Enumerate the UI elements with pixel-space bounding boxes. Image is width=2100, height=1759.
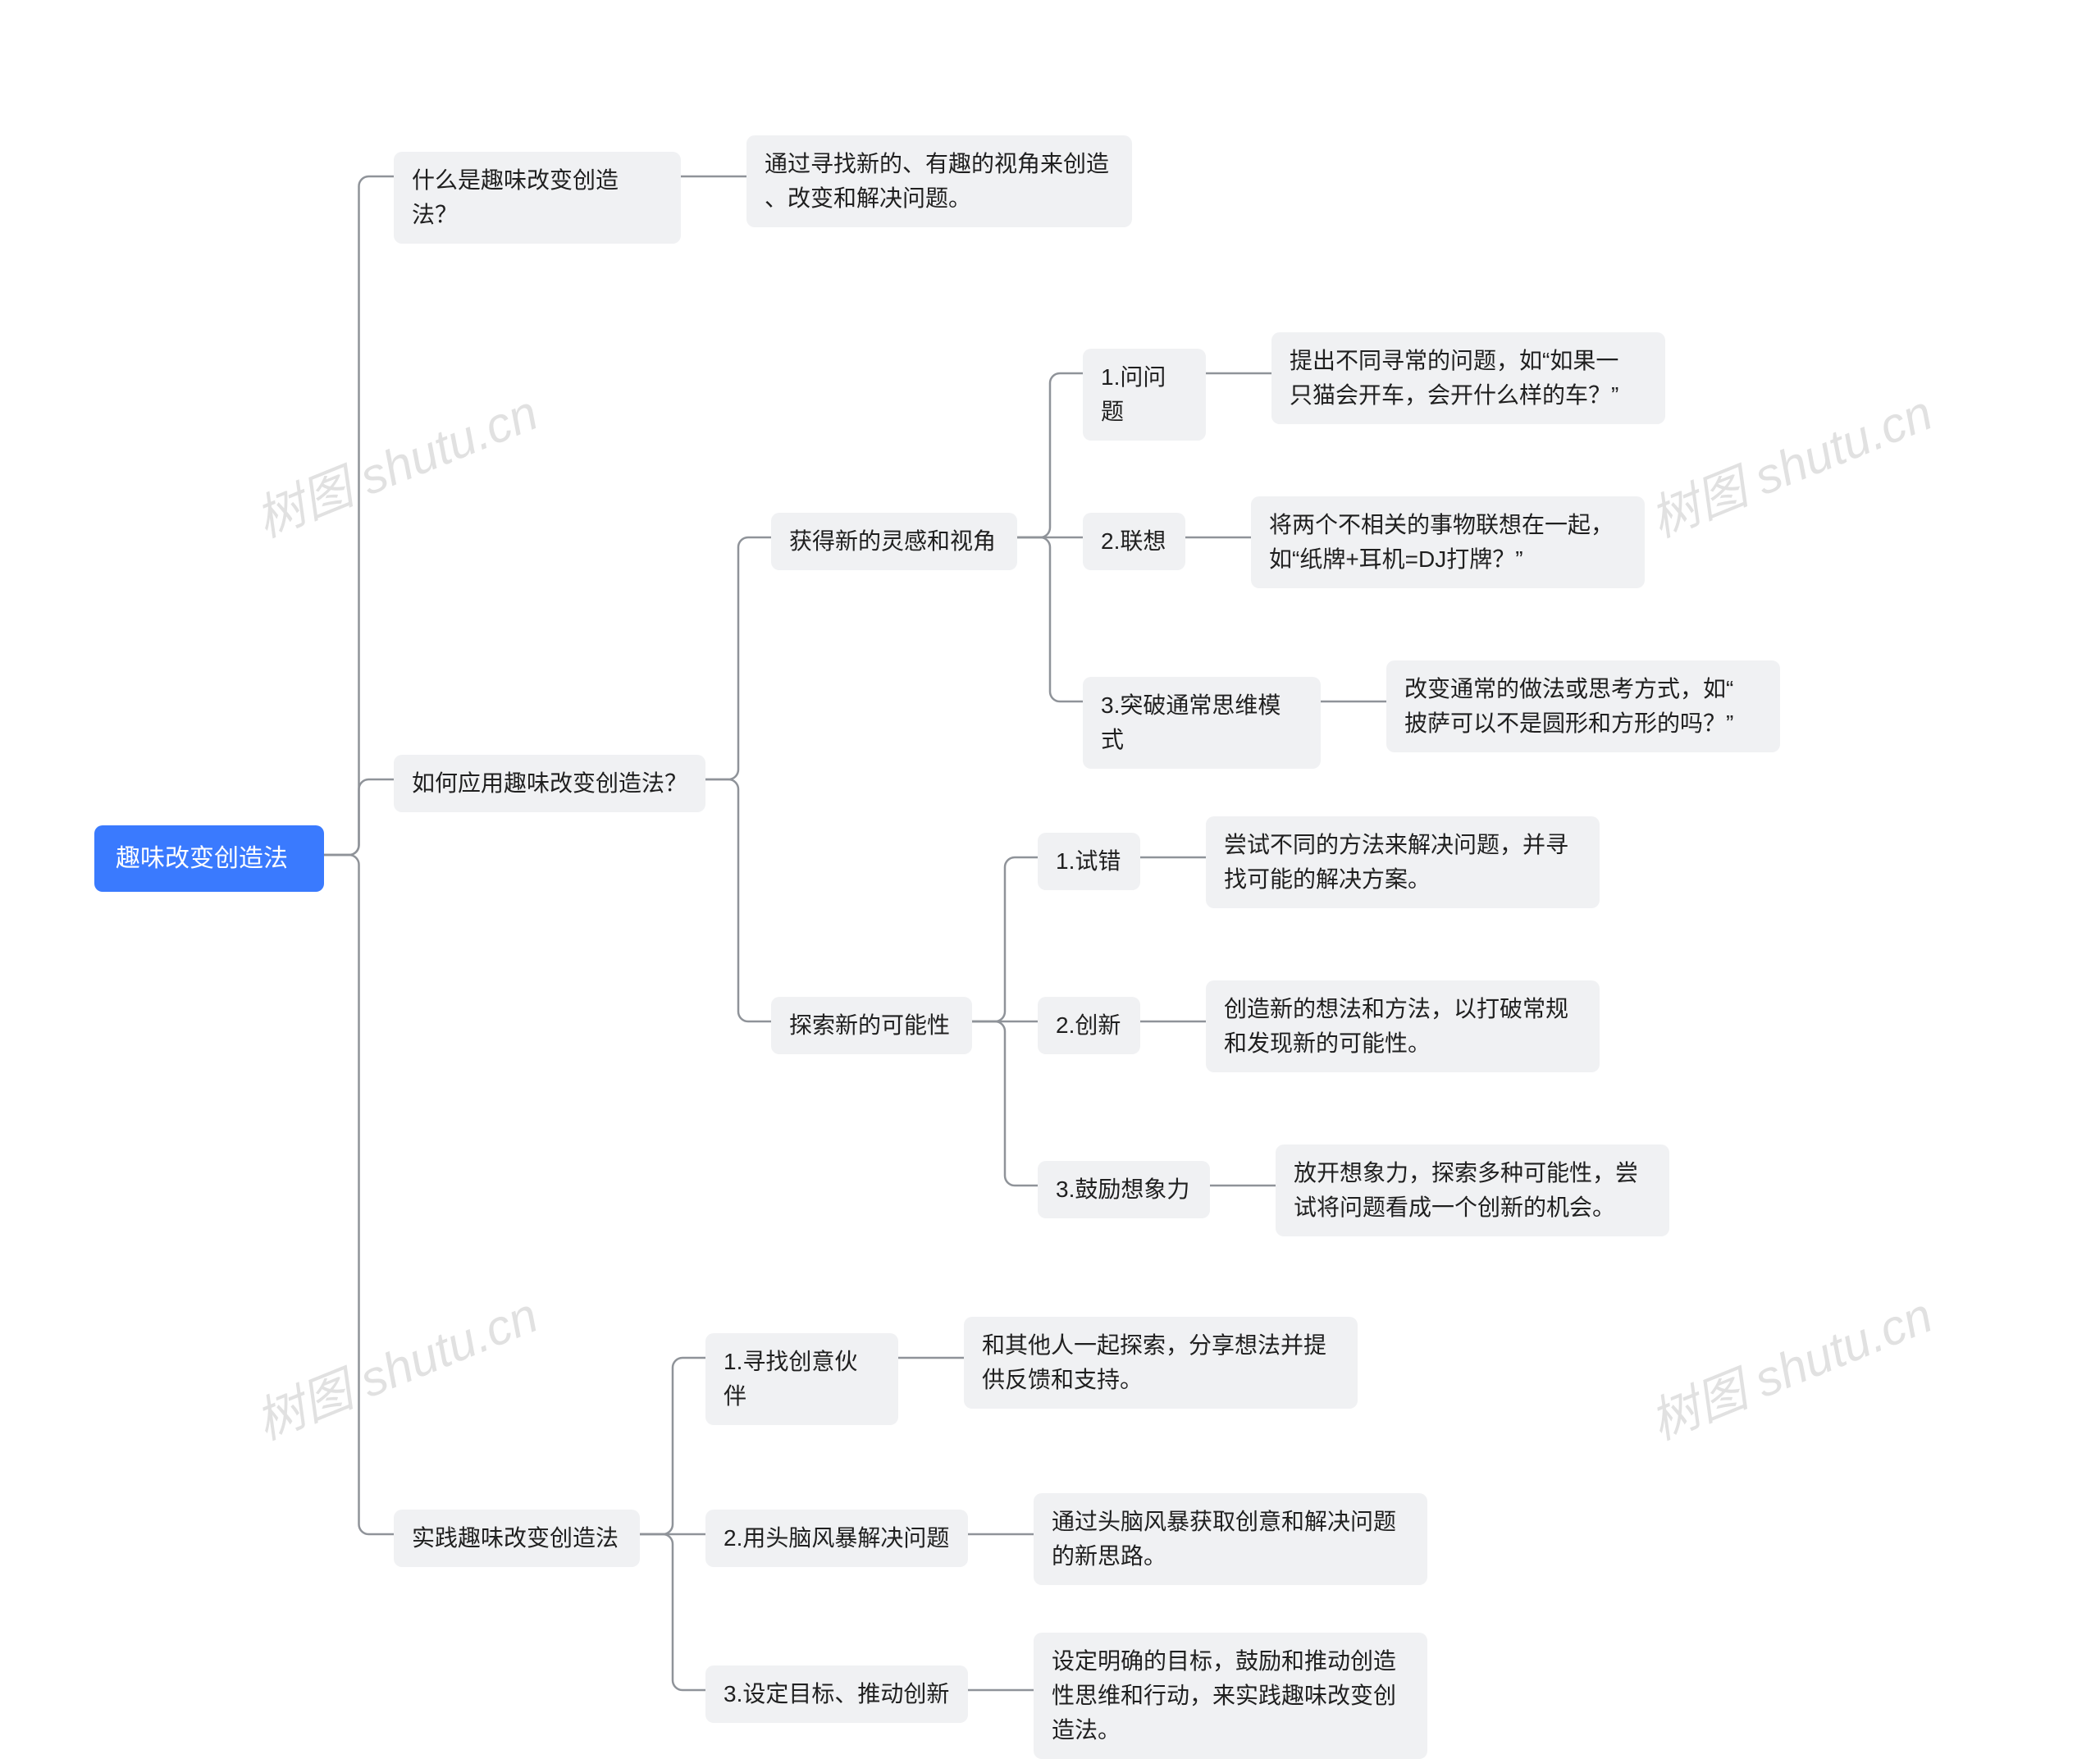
mindmap-node-label: 1.试错 [1056,848,1121,874]
mindmap-node[interactable]: 提出不同寻常的问题，如“如果一 只猫会开车，会开什么样的车？” [1271,332,1665,424]
mindmap-node-label: 尝试不同的方法来解决问题，并寻 找可能的解决方案。 [1224,832,1568,892]
mindmap-node-label: 3.突破通常思维模式 [1101,692,1281,752]
mindmap-node[interactable]: 如何应用趣味改变创造法？ [394,755,705,812]
mindmap-node-label: 改变通常的做法或思考方式，如“ 披萨可以不是圆形和方形的吗？” [1404,676,1733,736]
mindmap-node[interactable]: 2.用头脑风暴解决问题 [705,1510,968,1567]
mindmap-node-label: 2.用头脑风暴解决问题 [724,1525,949,1551]
mindmap-node-label: 3.设定目标、推动创新 [724,1681,949,1706]
mindmap-node-label: 获得新的灵感和视角 [789,528,996,554]
mindmap-connector [640,1358,705,1534]
mindmap-connector [972,1021,1038,1186]
mindmap-node-label: 2.联想 [1101,528,1166,554]
mindmap-connector [972,857,1038,1021]
mindmap-connector [1017,537,1083,701]
mindmap-node[interactable]: 设定明确的目标，鼓励和推动创造 性思维和行动，来实践趣味改变创 造法。 [1034,1633,1427,1759]
mindmap-node[interactable]: 改变通常的做法或思考方式，如“ 披萨可以不是圆形和方形的吗？” [1386,660,1780,752]
watermark: 树图 shutu.cn [244,1276,547,1454]
mindmap-node[interactable]: 放开想象力，探索多种可能性，尝 试将问题看成一个创新的机会。 [1276,1144,1669,1236]
mindmap-node-label: 3.鼓励想象力 [1056,1176,1189,1202]
mindmap-node[interactable]: 实践趣味改变创造法 [394,1510,640,1567]
mindmap-node[interactable]: 2.联想 [1083,513,1185,570]
mindmap-root-node[interactable]: 趣味改变创造法 [94,825,324,892]
mindmap-node-label: 实践趣味改变创造法 [412,1525,619,1551]
mindmap-node-label: 如何应用趣味改变创造法？ [412,770,687,796]
mindmap-connector [640,1534,705,1690]
mindmap-node[interactable]: 1.寻找创意伙伴 [705,1333,898,1425]
mindmap-node-label: 1.寻找创意伙伴 [724,1349,857,1409]
mindmap-connector [324,779,394,855]
mindmap-node-label: 探索新的可能性 [789,1012,950,1038]
mindmap-connector [324,855,394,1534]
watermark: 树图 shutu.cn [244,373,547,551]
mindmap-node[interactable]: 3.鼓励想象力 [1038,1161,1210,1218]
mindmap-node[interactable]: 通过寻找新的、有趣的视角来创造 、改变和解决问题。 [746,135,1132,227]
mindmap-connector [324,176,394,855]
mindmap-node[interactable]: 探索新的可能性 [771,997,972,1054]
mindmap-node-label: 通过寻找新的、有趣的视角来创造 、改变和解决问题。 [765,151,1109,211]
mindmap-node[interactable]: 2.创新 [1038,997,1140,1054]
mindmap-node[interactable]: 什么是趣味改变创造法？ [394,152,681,244]
mindmap-node[interactable]: 通过头脑风暴获取创意和解决问题 的新思路。 [1034,1493,1427,1585]
mindmap-node[interactable]: 和其他人一起探索，分享想法并提 供反馈和支持。 [964,1317,1358,1409]
mindmap-node-label: 2.创新 [1056,1012,1121,1038]
mindmap-node[interactable]: 1.试错 [1038,833,1140,890]
mindmap-node-label: 提出不同寻常的问题，如“如果一 只猫会开车，会开什么样的车？” [1290,348,1618,408]
mindmap-node-label: 将两个不相关的事物联想在一起， 如“纸牌+耳机=DJ打牌？” [1269,512,1614,572]
mindmap-node[interactable]: 将两个不相关的事物联想在一起， 如“纸牌+耳机=DJ打牌？” [1251,496,1645,588]
mindmap-node[interactable]: 1.问问题 [1083,349,1206,441]
mindmap-node-label: 创造新的想法和方法，以打破常规 和发现新的可能性。 [1224,996,1568,1056]
watermark: 树图 shutu.cn [1638,373,1942,551]
mindmap-node[interactable]: 创造新的想法和方法，以打破常规 和发现新的可能性。 [1206,980,1600,1072]
mindmap-connector [1017,373,1083,537]
mindmap-node[interactable]: 获得新的灵感和视角 [771,513,1017,570]
mindmap-node[interactable]: 尝试不同的方法来解决问题，并寻 找可能的解决方案。 [1206,816,1600,908]
mindmap-node-label: 什么是趣味改变创造法？ [412,167,619,227]
mindmap-node-label: 和其他人一起探索，分享想法并提 供反馈和支持。 [982,1332,1326,1392]
mindmap-node-label: 1.问问题 [1101,364,1166,424]
mindmap-connector [705,537,771,779]
mindmap-node[interactable]: 3.突破通常思维模式 [1083,677,1321,769]
mindmap-node-label: 通过头脑风暴获取创意和解决问题 的新思路。 [1052,1509,1396,1569]
watermark: 树图 shutu.cn [1638,1276,1942,1454]
mindmap-connector [705,779,771,1021]
mindmap-node[interactable]: 3.设定目标、推动创新 [705,1665,968,1723]
mindmap-node-label: 趣味改变创造法 [116,845,288,872]
mindmap-node-label: 放开想象力，探索多种可能性，尝 试将问题看成一个创新的机会。 [1294,1160,1638,1220]
